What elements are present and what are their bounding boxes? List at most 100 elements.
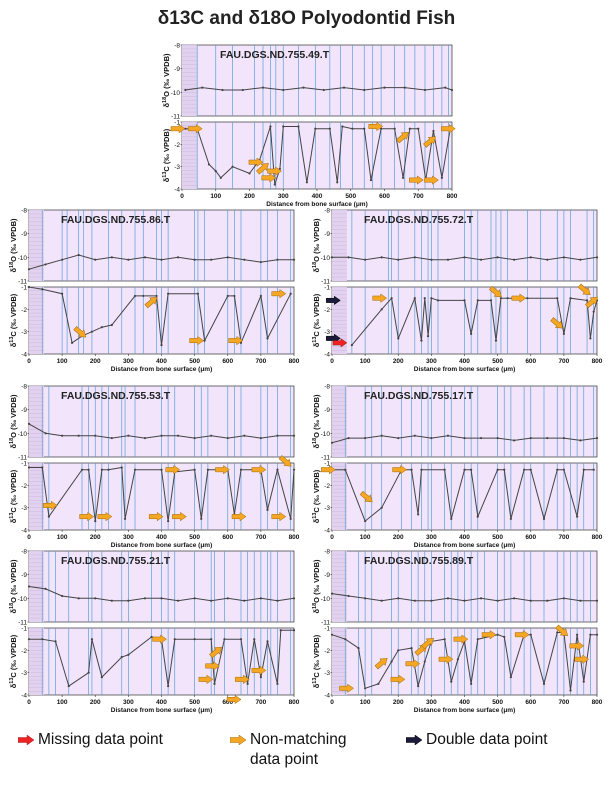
c13-point	[259, 294, 262, 298]
o18-point	[110, 436, 113, 440]
c13-point	[476, 299, 479, 302]
c13-point	[54, 640, 57, 643]
c13-point	[239, 638, 243, 641]
xtick-label: 400	[459, 358, 470, 365]
x-axis-label: Distance from bone surface (μm)	[111, 707, 213, 714]
o18-point	[342, 86, 346, 89]
o18-point	[463, 256, 466, 259]
c13-point	[542, 517, 546, 520]
xtick-label: 300	[123, 534, 134, 541]
o18-point	[413, 599, 416, 602]
o18-point	[546, 436, 549, 440]
c13-point	[341, 125, 344, 128]
o18-ytick-label: -8	[324, 384, 330, 391]
xtick-label: 100	[210, 193, 221, 200]
c13-point	[463, 299, 466, 302]
c13-axis-label: δ13C (‰ VPDB)	[162, 128, 171, 182]
o18-axis-label: δ18O (‰ VPDB)	[312, 394, 321, 449]
o18-ytick-label: -8	[21, 549, 27, 556]
c13-point	[133, 468, 137, 471]
c13-point	[542, 682, 546, 685]
c13-point	[351, 127, 354, 130]
nonmatching-arrow-icon	[321, 465, 336, 475]
c13-point	[592, 468, 595, 471]
o18-point	[479, 436, 483, 440]
c13-point	[344, 638, 347, 641]
c13-ytick-label: -2	[21, 307, 27, 314]
c13-point	[556, 631, 559, 634]
c13-point	[420, 339, 423, 342]
c13-point	[269, 125, 272, 128]
nonmatching-arrow-icon	[390, 674, 406, 685]
c13-point	[476, 515, 479, 518]
o18-point	[143, 436, 147, 440]
nonmatching-arrow-icon	[585, 296, 598, 309]
o18-point	[562, 597, 565, 600]
c13-point	[246, 682, 249, 685]
o18-point	[94, 597, 97, 600]
c13-ytick-label: -2	[324, 307, 330, 314]
c13-point	[408, 127, 411, 130]
xtick-label: 300	[426, 358, 437, 365]
legend-double: Double data point	[406, 730, 548, 750]
c13-point	[226, 294, 229, 298]
c13-ytick-label: -3	[174, 164, 180, 171]
xtick-label: 300	[426, 534, 437, 541]
o18-point	[184, 88, 187, 92]
c13-point	[155, 294, 158, 298]
sample-label: FAU.DGS.ND.755.53.T	[61, 390, 171, 402]
c13-ytick-label: -3	[21, 329, 27, 336]
c13-ytick-label: -1	[324, 461, 330, 468]
o18-point	[259, 260, 262, 264]
o18-point	[380, 599, 383, 602]
c13-point	[196, 292, 200, 295]
nonmatching-arrow-icon	[256, 163, 269, 175]
c13-point	[393, 127, 396, 130]
c13-point	[200, 517, 203, 520]
nonmatching-arrow-icon	[261, 173, 277, 183]
o18-point	[110, 256, 113, 259]
double-arrow-icon	[326, 295, 341, 306]
o18-axis-label: δ18O (‰ VPDB)	[312, 218, 321, 273]
c13-point	[279, 629, 282, 632]
nonmatching-arrow-icon	[165, 465, 181, 475]
c13-point	[61, 292, 64, 295]
c13-ytick-label: -4	[174, 187, 180, 194]
x-axis-label: Distance from bone surface (μm)	[111, 542, 213, 549]
c13-point	[410, 647, 413, 650]
o18-point	[513, 439, 516, 442]
nonmatching-arrow-icon	[198, 674, 214, 685]
nonmatching-arrow-icon	[205, 661, 220, 671]
c13-point	[413, 297, 416, 300]
nonmatching-arrow-icon	[97, 511, 113, 522]
xtick-label: 100	[57, 699, 68, 706]
nonmatching-arrow-icon	[514, 630, 530, 640]
xtick-label: 400	[459, 534, 470, 541]
c13-point	[450, 680, 453, 683]
nonmatching-arrow-icon	[511, 293, 527, 303]
legend-missing: Missing data point	[18, 730, 163, 750]
xtick-label: 500	[189, 358, 200, 365]
xtick-label: 600	[525, 534, 536, 541]
legend-nonmatching-label-1: Non-matching	[250, 731, 347, 748]
o18-point	[243, 599, 246, 602]
nonmatching-arrow-icon	[481, 630, 497, 640]
o18-point	[176, 256, 180, 259]
xtick-label: 700	[255, 358, 266, 365]
c13-point	[397, 649, 400, 652]
c13-point	[314, 127, 317, 130]
c13-point	[529, 468, 532, 471]
c13-ytick-label: -3	[21, 505, 27, 512]
nonmatching-arrow-icon	[172, 511, 187, 522]
c13-point	[167, 292, 170, 295]
c13-point	[369, 178, 373, 182]
o18-point	[276, 258, 279, 261]
nonmatching-arrow-icon	[550, 317, 564, 329]
o18-point	[562, 436, 565, 440]
c13-point	[206, 468, 209, 471]
xtick-label: 200	[393, 534, 404, 541]
c13-point	[417, 513, 420, 516]
c13-point	[142, 294, 145, 298]
nonmatching-arrow-icon	[271, 511, 287, 522]
c13-ytick-label: -1	[324, 285, 330, 292]
